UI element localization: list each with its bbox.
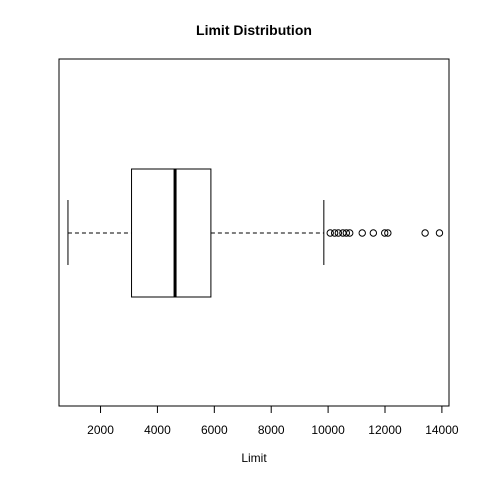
x-tick-label: 10000: [311, 423, 345, 437]
outlier-point: [421, 229, 429, 237]
interquartile-box: [131, 168, 212, 298]
x-axis-ticks: 2000 4000 6000 8000 10000 12000 14000: [87, 406, 459, 437]
outlier-point: [326, 229, 334, 237]
chart-title: Limit Distribution: [196, 22, 312, 38]
outlier-points: [326, 229, 444, 237]
outlier-point: [346, 229, 354, 237]
outlier-point: [334, 229, 343, 237]
outlier-point: [369, 229, 378, 237]
x-tick-label: 6000: [201, 423, 228, 437]
box-marks: [67, 168, 325, 298]
x-tick-label: 2000: [87, 423, 114, 437]
outlier-point: [384, 229, 392, 237]
outlier-point: [435, 229, 444, 237]
x-tick-label: 4000: [144, 423, 171, 437]
x-tick-label: 8000: [258, 423, 285, 437]
x-axis-label: Limit: [241, 451, 267, 465]
x-tick-label: 12000: [368, 423, 402, 437]
outlier-point: [358, 229, 366, 237]
outlier-point: [381, 229, 389, 237]
outlier-point: [342, 229, 351, 237]
outlier-point: [330, 229, 339, 237]
x-tick-label: 14000: [425, 423, 459, 437]
